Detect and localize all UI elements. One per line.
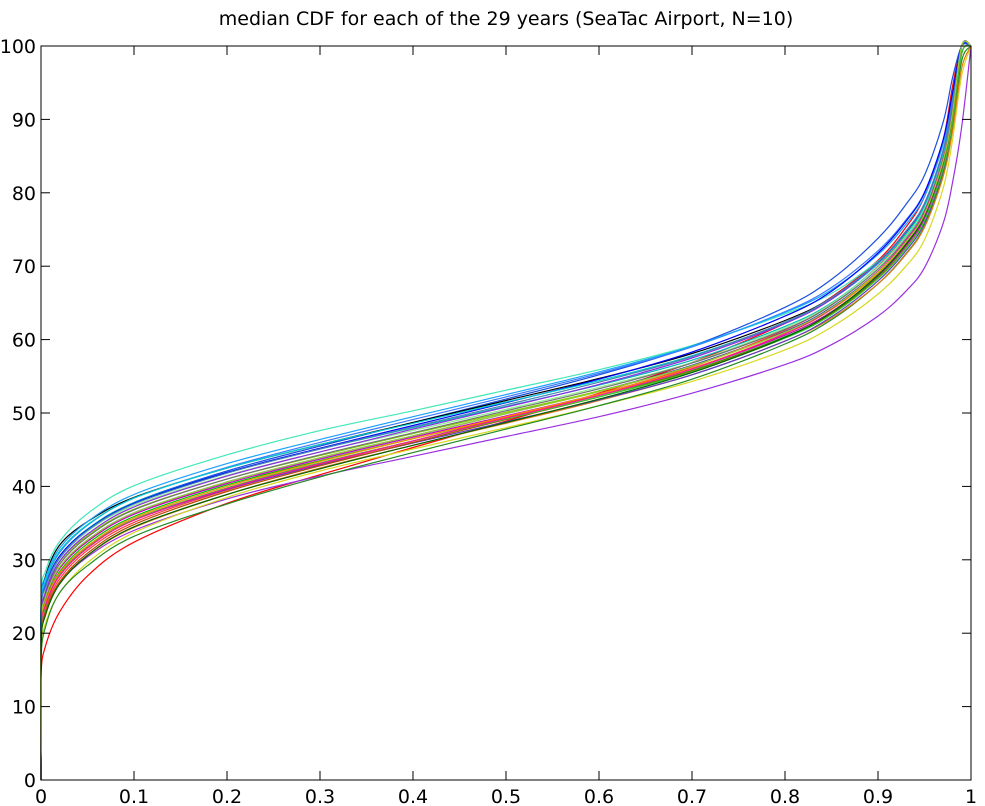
axes-frame <box>40 45 972 781</box>
x-tick-label: 0.8 <box>770 786 800 806</box>
series-line-6 <box>40 45 972 781</box>
series-line-17 <box>40 41 972 781</box>
x-tick-label: 0.4 <box>398 786 428 806</box>
x-tick-label: 0.7 <box>677 786 707 806</box>
series-layer <box>40 40 972 781</box>
series-line-22 <box>40 40 972 781</box>
series-line-27 <box>40 40 972 781</box>
x-tick-label: 0 <box>35 786 47 806</box>
x-tick-label: 0.1 <box>119 786 149 806</box>
x-tick-label: 0.6 <box>584 786 614 806</box>
y-tick-label: 90 <box>12 109 36 131</box>
x-tick-label: 1 <box>965 786 977 806</box>
series-line-24 <box>40 41 972 781</box>
y-tick-label: 70 <box>12 256 36 278</box>
x-tick-label: 0.3 <box>305 786 335 806</box>
axes-background <box>41 46 971 780</box>
y-tick-label: 100 <box>0 36 36 58</box>
y-tick-label: 80 <box>12 183 36 205</box>
chart-title: median CDF for each of the 29 years (Sea… <box>218 8 794 30</box>
y-tick-label: 0 <box>24 770 36 792</box>
y-tick-label: 30 <box>12 550 36 572</box>
x-tick-label: 0.5 <box>491 786 521 806</box>
y-tick-label: 10 <box>12 697 36 719</box>
x-tick-label: 0.2 <box>212 786 242 806</box>
y-tick-label: 60 <box>12 330 36 352</box>
y-tick-label: 40 <box>12 476 36 498</box>
series-line-28 <box>40 41 972 781</box>
tick-layer: 0 0.1 0.2 0.3 0.4 0.5 0.6 0.7 0.8 0.9 101020304050… <box>0 36 977 806</box>
x-tick-label: 0.9 <box>863 786 893 806</box>
y-tick-label: 20 <box>12 623 36 645</box>
y-tick-label: 50 <box>12 403 36 425</box>
series-line-29 <box>40 40 972 781</box>
